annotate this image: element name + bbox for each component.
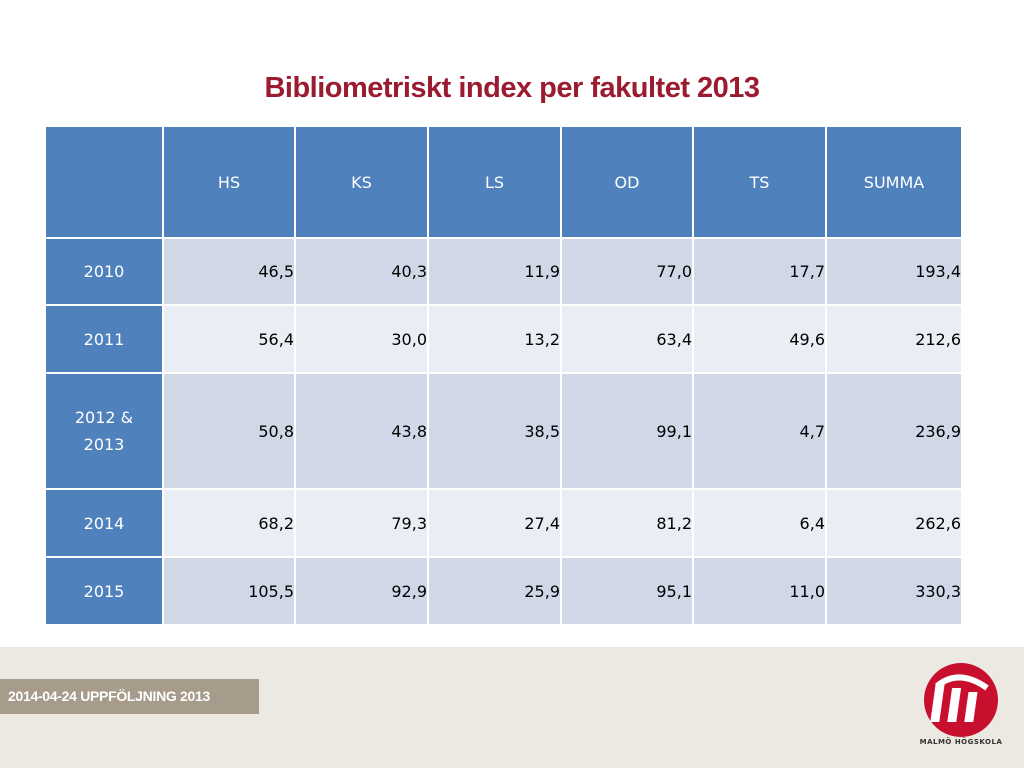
table-cell: 40,3 xyxy=(294,237,429,306)
logo-wordmark: MALMÖ HÖGSKOLA xyxy=(919,738,1003,746)
table-row: 2010 46,5 40,3 11,9 77,0 17,7 193,4 xyxy=(44,237,963,306)
table-row: 2014 68,2 79,3 27,4 81,2 6,4 262,6 xyxy=(44,488,963,558)
column-header-ks: KS xyxy=(294,125,429,239)
table-cell: 13,2 xyxy=(427,304,562,374)
column-header-ts: TS xyxy=(692,125,827,239)
table-cell: 43,8 xyxy=(294,372,429,490)
table-header-row: HS KS LS OD TS SUMMA xyxy=(44,125,963,239)
table-cell: 49,6 xyxy=(692,304,827,374)
table-cell: 4,7 xyxy=(692,372,827,490)
table-cell: 212,6 xyxy=(825,304,963,374)
table-cell: 77,0 xyxy=(560,237,694,306)
table-cell: 92,9 xyxy=(294,556,429,626)
table-cell: 68,2 xyxy=(162,488,296,558)
table-cell: 193,4 xyxy=(825,237,963,306)
row-header: 2011 xyxy=(44,304,164,374)
row-header: 2010 xyxy=(44,237,164,306)
column-header-summa: SUMMA xyxy=(825,125,963,239)
table-row: 2012 & 2013 50,8 43,8 38,5 99,1 4,7 236,… xyxy=(44,372,963,490)
row-header: 2015 xyxy=(44,556,164,626)
malmo-hogskola-logo-icon xyxy=(924,663,998,737)
table-cell: 11,9 xyxy=(427,237,562,306)
table-cell: 27,4 xyxy=(427,488,562,558)
column-header-ls: LS xyxy=(427,125,562,239)
table-cell: 81,2 xyxy=(560,488,694,558)
table-cell: 38,5 xyxy=(427,372,562,490)
table-cell: 63,4 xyxy=(560,304,694,374)
row-header: 2012 & 2013 xyxy=(44,372,164,490)
table-cell: 330,3 xyxy=(825,556,963,626)
table-corner-cell xyxy=(44,125,164,239)
page-title: Bibliometriskt index per fakultet 2013 xyxy=(264,72,760,104)
footer-date-tag: 2014-04-24 UPPFÖLJNING 2013 xyxy=(0,679,259,714)
table-cell: 11,0 xyxy=(692,556,827,626)
table-cell: 30,0 xyxy=(294,304,429,374)
table-row: 2015 105,5 92,9 25,9 95,1 11,0 330,3 xyxy=(44,556,963,626)
table-cell: 56,4 xyxy=(162,304,296,374)
table-cell: 105,5 xyxy=(162,556,296,626)
table-cell: 99,1 xyxy=(560,372,694,490)
column-header-hs: HS xyxy=(162,125,296,239)
table-cell: 6,4 xyxy=(692,488,827,558)
table-cell: 17,7 xyxy=(692,237,827,306)
table-cell: 95,1 xyxy=(560,556,694,626)
table-cell: 46,5 xyxy=(162,237,296,306)
data-table: HS KS LS OD TS SUMMA 2010 46,5 40,3 11,9… xyxy=(44,125,963,626)
column-header-od: OD xyxy=(560,125,694,239)
table-cell: 50,8 xyxy=(162,372,296,490)
table-cell: 236,9 xyxy=(825,372,963,490)
table-cell: 79,3 xyxy=(294,488,429,558)
table-cell: 25,9 xyxy=(427,556,562,626)
table-cell: 262,6 xyxy=(825,488,963,558)
table-row: 2011 56,4 30,0 13,2 63,4 49,6 212,6 xyxy=(44,304,963,374)
row-header: 2014 xyxy=(44,488,164,558)
